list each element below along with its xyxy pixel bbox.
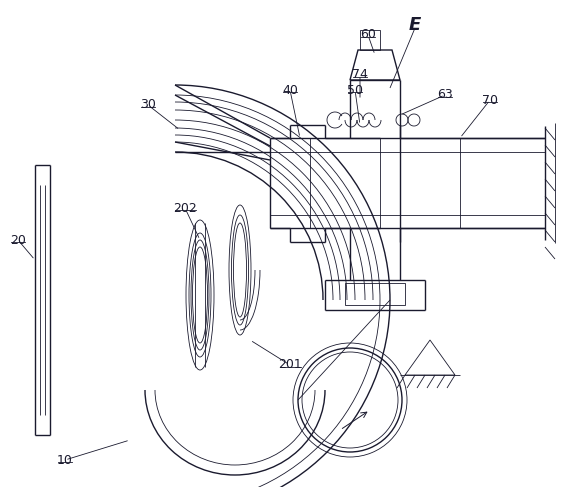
Bar (345, 283, 405, 305)
Bar (360, 30, 380, 50)
Text: 10: 10 (57, 453, 73, 467)
Text: 70: 70 (482, 94, 498, 107)
Text: 30: 30 (140, 98, 156, 112)
Text: 50: 50 (347, 83, 363, 96)
Text: E: E (409, 16, 421, 34)
Text: 60: 60 (360, 29, 376, 41)
Text: 63: 63 (437, 89, 453, 101)
Text: 74: 74 (352, 69, 368, 81)
Text: 20: 20 (10, 233, 26, 246)
Text: 201: 201 (278, 358, 302, 372)
Text: 202: 202 (173, 202, 197, 214)
Text: 40: 40 (282, 83, 298, 96)
